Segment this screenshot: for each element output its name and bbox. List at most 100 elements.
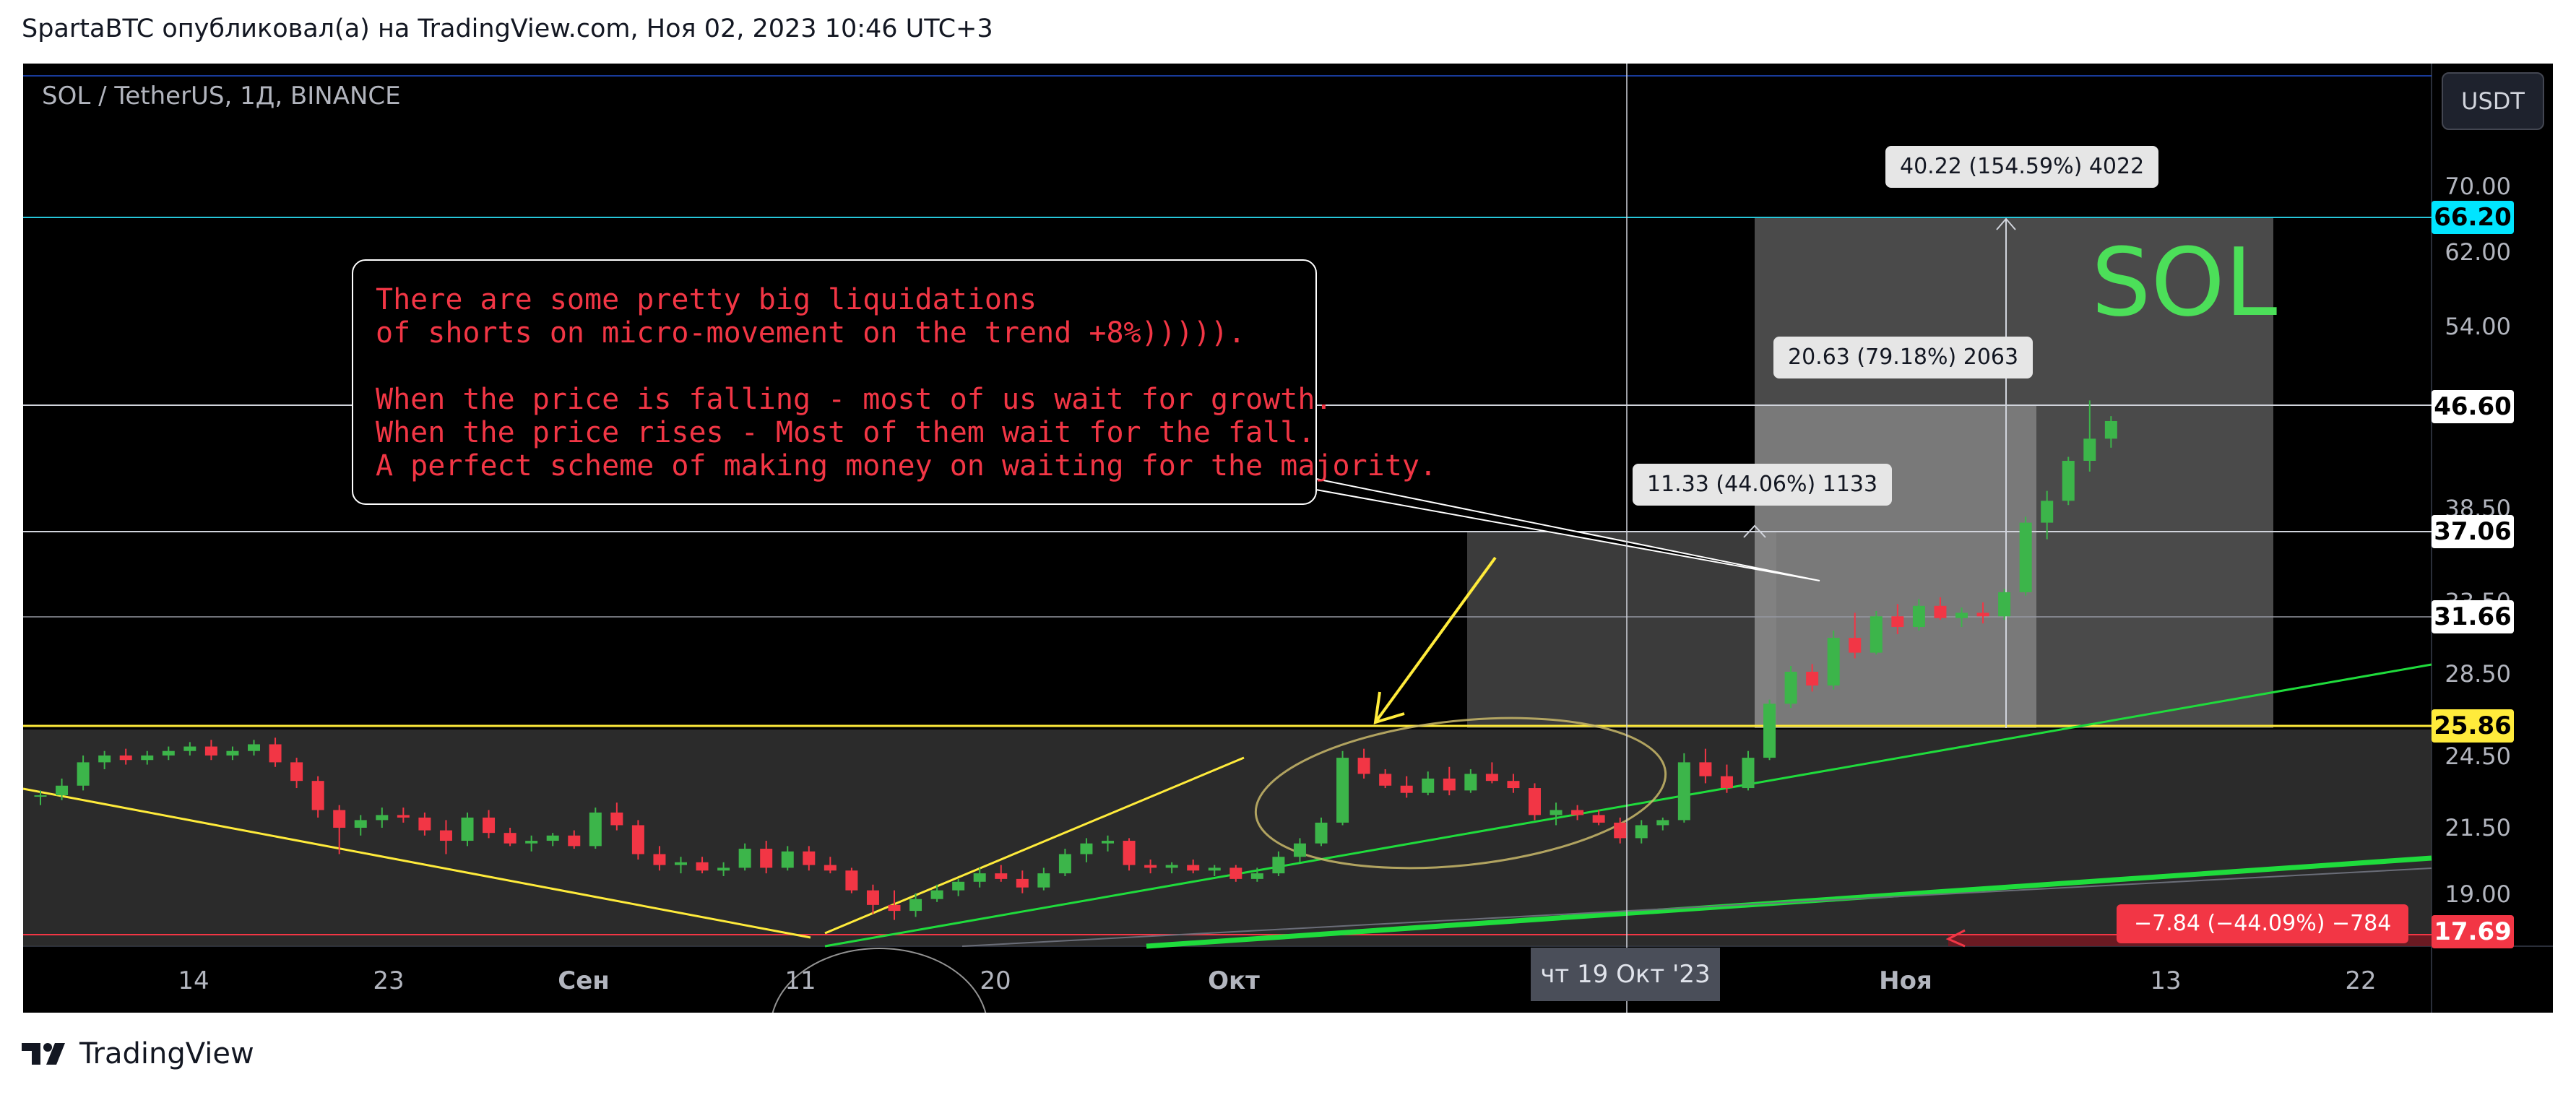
candle-body <box>333 810 346 828</box>
candle-body <box>888 904 901 912</box>
measure-label-mid: 20.63 (79.18%) 2063 <box>1773 337 2033 378</box>
candle-body <box>909 899 922 912</box>
price-label: 54.00 <box>2445 313 2511 340</box>
candle-body <box>2019 522 2032 592</box>
measure-label-low: 11.33 (44.06%) 1133 <box>1633 464 1893 506</box>
currency-button[interactable]: USDT <box>2442 72 2544 130</box>
price-label: 21.50 <box>2445 814 2511 841</box>
candle-body <box>34 795 47 797</box>
candle-body <box>226 750 239 756</box>
candle-body <box>1037 873 1050 888</box>
candle-body <box>1550 810 1563 815</box>
candles-group <box>34 400 2117 920</box>
tradingview-logo-icon <box>22 1043 65 1065</box>
grey-support-line <box>961 867 2432 947</box>
candle-body <box>483 817 496 834</box>
candle-body <box>995 873 1008 879</box>
candle-body <box>1400 785 1413 793</box>
candle-body <box>397 815 410 818</box>
candle-body <box>1379 774 1392 786</box>
candle-body <box>717 867 730 871</box>
candle-body <box>1058 854 1071 874</box>
callout-text: There are some pretty big liquidations o… <box>376 283 1438 482</box>
candle-body <box>2083 438 2096 462</box>
candle-body <box>2104 420 2117 439</box>
candle-body <box>1720 776 1733 789</box>
measure-label-top: 40.22 (154.59%) 4022 <box>1885 146 2159 188</box>
candle-body <box>653 854 666 865</box>
yellow-arrow-head <box>1373 691 1405 724</box>
candle-body <box>1422 778 1435 793</box>
range-box-lower <box>23 730 2432 946</box>
candle-body <box>1976 613 1989 617</box>
candle-body <box>503 833 517 844</box>
candle-body <box>141 755 154 761</box>
time-label: 11 <box>785 966 816 995</box>
candle-body <box>738 849 751 868</box>
candle-body <box>760 849 773 868</box>
green-trend-line <box>824 663 2432 948</box>
candle-body <box>2041 501 2054 523</box>
callout-box <box>352 259 1317 505</box>
candle-body <box>183 746 196 751</box>
candle-body <box>98 755 111 763</box>
measure-arrow-down-head <box>1945 929 1966 948</box>
time-label: Окт <box>1208 966 1260 995</box>
price-badge-17: 17.69 <box>2432 915 2514 948</box>
bottom-ellipse <box>771 948 987 1013</box>
candle-body <box>1934 605 1947 618</box>
candle-body <box>781 851 794 868</box>
candle-body <box>77 762 90 786</box>
candle-body <box>1315 822 1328 844</box>
price-badge-31: 31.66 <box>2432 600 2514 633</box>
yellow-downtrend-line <box>23 787 811 939</box>
candle-body <box>56 785 69 796</box>
candle-body <box>1187 865 1200 871</box>
candle-body <box>1699 762 1712 776</box>
candle-body <box>439 830 452 841</box>
candle-body <box>1677 762 1690 821</box>
candle-body <box>1443 778 1456 791</box>
price-label: 28.50 <box>2445 660 2511 688</box>
candle-body <box>866 890 879 905</box>
candle-body <box>2062 461 2075 501</box>
crosshair-date-label: чт 19 Окт '23 <box>1531 948 1720 1001</box>
time-label: 22 <box>2345 966 2377 995</box>
candle-body <box>1870 616 1883 653</box>
time-label: Сен <box>558 966 610 995</box>
chart-canvas[interactable] <box>23 64 2553 1013</box>
symbol-title: SOL / TetherUS, 1Д, BINANCE <box>42 82 401 111</box>
price-label: 24.50 <box>2445 743 2511 770</box>
sol-watermark: SOL <box>2091 228 2278 337</box>
candle-body <box>1592 815 1605 823</box>
price-badge-66: 66.20 <box>2432 201 2514 234</box>
candle-body <box>1912 605 1925 628</box>
price-badge-25: 25.86 <box>2432 709 2514 743</box>
candle-body <box>1293 843 1306 857</box>
measure-box-3 <box>1755 406 2036 728</box>
candle-body <box>610 812 623 826</box>
candle-body <box>162 750 175 756</box>
candle-body <box>354 820 367 828</box>
candle-body <box>973 873 986 882</box>
candle-body <box>952 881 965 891</box>
candle-body <box>546 835 559 841</box>
candle-body <box>1016 878 1029 888</box>
candle-body <box>1507 781 1520 789</box>
candle-body <box>1742 758 1755 789</box>
yellow-arrow-shaft <box>1374 556 1497 724</box>
chart-area[interactable] <box>23 64 2553 1013</box>
candle-body <box>248 744 260 751</box>
candle-body <box>1571 810 1584 815</box>
candle-body <box>204 746 217 756</box>
candle-body <box>376 815 389 821</box>
candle-body <box>1806 672 1819 686</box>
footer: TradingView <box>22 1037 254 1070</box>
candle-body <box>1763 704 1776 758</box>
candle-body <box>675 862 687 865</box>
candle-body <box>631 825 644 854</box>
time-label: 14 <box>178 966 209 995</box>
candle-body <box>845 870 858 891</box>
price-badge-46: 46.60 <box>2432 390 2514 423</box>
time-label: 13 <box>2150 966 2182 995</box>
